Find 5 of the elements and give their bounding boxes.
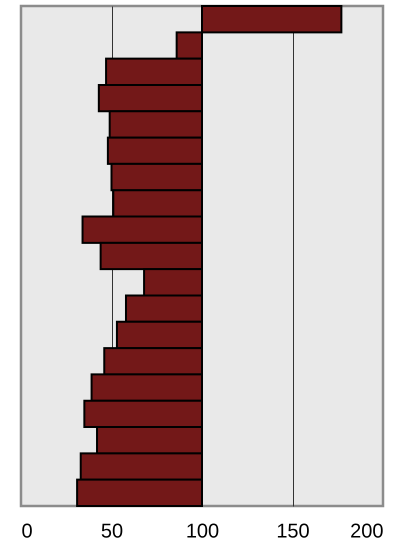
x-tick-label: 0: [22, 520, 33, 542]
x-tick-label: 50: [100, 520, 124, 542]
x-tick-label: 200: [350, 520, 384, 542]
x-tick-label: 150: [276, 520, 310, 542]
x-tick-label: 100: [186, 520, 220, 542]
